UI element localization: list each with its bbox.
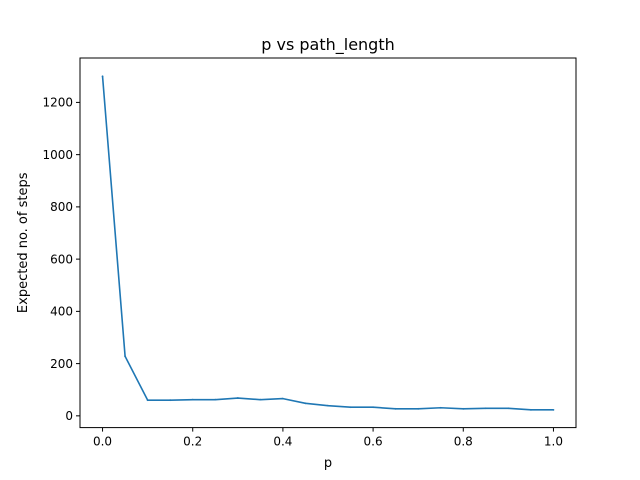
data-point [146,399,149,402]
plot-area-frame [79,57,577,429]
data-point [530,408,532,411]
x-tick-label: 0.6 [364,435,383,449]
data-point [462,407,465,410]
data-point [191,398,194,401]
x-tick-label: 0.4 [273,435,292,449]
data-point [394,407,397,410]
y-tick-label: 1000 [42,148,73,162]
y-tick-label: 1200 [42,96,73,110]
y-tick-label: 600 [50,252,73,266]
x-tick-label: 1.0 [544,435,563,449]
x-tick-label: 0.2 [183,435,202,449]
data-point [304,402,307,405]
data-point [484,407,487,410]
chart-title: p vs path_length [261,35,395,55]
data-point [327,404,329,407]
y-tick-label: 200 [50,357,73,371]
data-point [214,398,217,401]
data-point [259,398,262,401]
data-point [124,355,126,358]
data-point [101,75,104,78]
y-tick-label: 400 [50,305,73,319]
data-point [372,406,374,409]
x-axis-label: p [324,456,332,471]
data-point [507,407,510,410]
x-tick-label: 0.0 [93,435,112,449]
y-axis-label: Expected no. of steps [16,172,31,313]
data-point [439,406,442,409]
data-point [169,399,172,402]
x-axis-ticks: 0.0 0.2 0.4 0.6 0.8 1.0 [93,427,563,449]
y-tick-label: 800 [50,200,73,214]
data-point [552,408,555,411]
x-tick-label: 0.8 [454,435,473,449]
data-point [349,406,352,409]
data-point [236,397,239,399]
y-axis-ticks: 0 200 400 600 800 1000 1200 [42,96,80,423]
data-point [282,397,284,400]
y-tick-label: 0 [65,409,73,423]
data-point [417,407,420,410]
series-layer [101,75,555,411]
